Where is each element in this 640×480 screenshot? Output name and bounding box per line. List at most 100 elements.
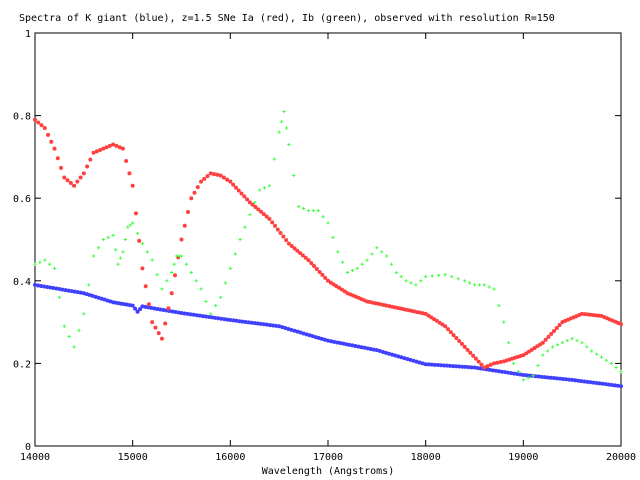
- series-0-point: [466, 365, 471, 370]
- series-0-point: [435, 363, 440, 368]
- series-1-point: [303, 255, 308, 260]
- series-1-point: [247, 200, 252, 205]
- series-0-point: [374, 348, 379, 353]
- series-2-point: [123, 237, 127, 242]
- series-0-point: [286, 326, 291, 331]
- series-2-point: [365, 258, 369, 262]
- series-0-point: [335, 340, 340, 345]
- series-0-point: [206, 314, 211, 319]
- series-2-point: [77, 328, 81, 332]
- series-0-point: [432, 362, 437, 367]
- series-2-point: [199, 287, 203, 291]
- series-0-point: [326, 338, 330, 343]
- series-2-point: [516, 370, 521, 374]
- series-0-point: [322, 337, 327, 342]
- series-0-point: [557, 376, 562, 381]
- series-0-point: [182, 311, 187, 316]
- series-2-point: [609, 361, 613, 365]
- series-1-point: [253, 205, 258, 210]
- series-0-point: [490, 368, 495, 373]
- series-1-point: [172, 273, 177, 278]
- series-2-point: [419, 279, 423, 283]
- series-0-point: [380, 349, 385, 354]
- series-0-point: [158, 307, 163, 312]
- series-1-point: [473, 356, 478, 361]
- series-1-point: [186, 209, 191, 214]
- series-1-point: [543, 337, 548, 342]
- series-1-point: [443, 324, 448, 329]
- series-2-point: [321, 215, 325, 219]
- series-2-point: [248, 213, 252, 217]
- series-2-point: [565, 339, 569, 343]
- series-1-point: [159, 336, 164, 341]
- series-2-point: [62, 324, 66, 328]
- series-0-point: [319, 336, 324, 341]
- series-0-point: [237, 319, 242, 324]
- series-0-point: [567, 377, 572, 382]
- series-2-point: [52, 266, 57, 271]
- series-0-point: [594, 381, 599, 386]
- series-0-point: [173, 309, 178, 314]
- series-1-point: [62, 175, 67, 180]
- y-tick-label: 0.4: [13, 277, 31, 288]
- series-2-point: [284, 126, 289, 130]
- series-0-point: [509, 371, 514, 376]
- series-0-point: [387, 351, 392, 356]
- series-2-point: [521, 378, 525, 382]
- series-2-point: [430, 274, 434, 278]
- x-tick-label: 18000: [411, 452, 441, 463]
- series-0-point: [368, 346, 373, 351]
- series-0-point: [353, 344, 358, 349]
- series-2-point: [233, 252, 237, 256]
- series-0-point: [478, 366, 483, 371]
- plot-frame: [34, 32, 622, 447]
- series-0-point: [261, 322, 266, 327]
- series-1-point: [127, 171, 132, 176]
- series-0-point: [225, 317, 230, 322]
- series-0-point: [194, 313, 199, 318]
- series-0-point: [551, 376, 556, 381]
- series-0-point: [615, 383, 620, 388]
- series-0-point: [487, 367, 492, 372]
- series-2-point: [267, 184, 271, 188]
- series-1-point: [300, 253, 305, 258]
- series-0-point: [258, 321, 263, 326]
- series-0-point: [445, 363, 450, 368]
- series-0-point: [176, 310, 181, 315]
- series-2-point: [463, 279, 467, 283]
- series-2-point: [297, 204, 301, 209]
- series-1-point: [55, 156, 60, 161]
- series-2-point: [306, 208, 311, 213]
- series-2-point: [394, 270, 398, 275]
- series-1-point: [245, 197, 250, 202]
- series-1-point: [284, 238, 289, 243]
- series-1-point: [78, 175, 83, 180]
- series-1-point: [314, 267, 319, 271]
- series-2-point: [57, 295, 62, 299]
- series-0-point: [475, 365, 480, 370]
- series-2-point: [228, 266, 232, 271]
- series-1-point: [91, 150, 96, 155]
- series-2-point: [92, 254, 96, 258]
- series-2-point: [389, 262, 394, 266]
- series-1-point: [163, 321, 168, 326]
- series-0-point: [393, 353, 398, 358]
- series-2-point: [38, 260, 42, 264]
- series-1-point: [554, 326, 559, 330]
- series-1-point: [476, 359, 481, 364]
- series-0-point: [210, 315, 215, 320]
- series-1-point: [150, 320, 155, 325]
- series-0-point: [408, 357, 413, 362]
- series-2-point: [468, 281, 472, 285]
- series-2-point: [121, 250, 125, 254]
- series-0-point: [316, 335, 321, 340]
- series-1-point: [275, 227, 280, 232]
- series-2-point: [262, 186, 267, 190]
- series-0-point: [426, 362, 431, 367]
- series-2-point: [355, 266, 359, 271]
- series-2-point: [443, 273, 447, 277]
- series-0-point: [78, 290, 83, 295]
- series-1-point: [482, 365, 487, 370]
- series-2-point: [580, 341, 584, 345]
